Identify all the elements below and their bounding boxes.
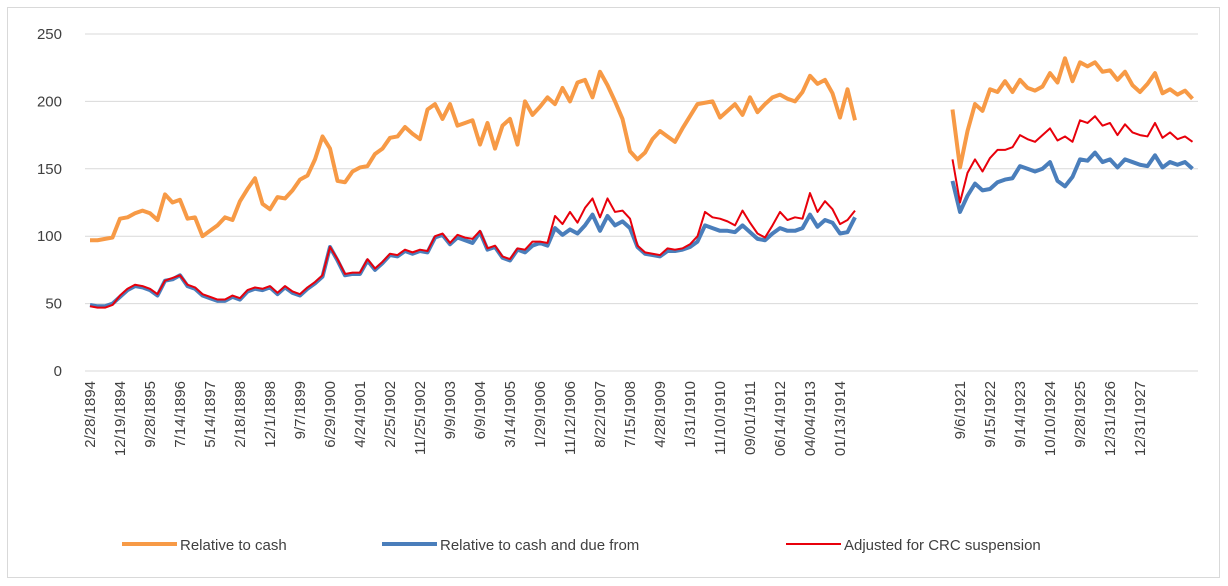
x-tick-label: 9/9/1903 [442,381,459,439]
x-tick-label: 9/14/1923 [1012,381,1029,448]
y-tick-label: 0 [54,363,62,380]
x-tick-label: 9/28/1925 [1072,381,1089,448]
x-tick-label: 01/13/1914 [832,381,849,456]
y-tick-label: 50 [45,296,62,313]
y-tick-label: 100 [37,228,62,245]
x-tick-label: 9/28/1895 [142,381,159,448]
x-tick-label: 6/29/1900 [322,381,339,448]
legend-label: Relative to cash [180,537,287,554]
x-tick-label: 9/6/1921 [952,381,969,439]
x-tick-label: 9/15/1922 [982,381,999,448]
chart-frame [7,7,1220,578]
x-tick-label: 11/10/1910 [712,381,729,455]
x-tick-label: 4/28/1909 [652,381,669,448]
x-tick-label: 09/01/1911 [742,381,759,455]
series-line [89,115,1194,309]
x-tick-label: 04/04/1913 [802,381,819,456]
x-tick-label: 06/14/1912 [772,381,789,456]
x-tick-label: 2/25/1902 [382,381,399,448]
x-tick-label: 5/14/1897 [202,381,219,448]
x-tick-label: 9/7/1899 [292,381,309,439]
x-tick-label: 2/18/1898 [232,381,249,448]
legend-label: Relative to cash and due from [440,537,639,554]
x-tick-label: 1/29/1906 [532,381,549,448]
x-tick-label: 7/14/1896 [172,381,189,448]
x-tick-label: 12/1/1898 [262,381,279,448]
legend-label: Adjusted for CRC suspension [844,537,1041,554]
series-line [90,56,1194,243]
x-tick-label: 11/25/1902 [412,381,429,455]
x-tick-label: 1/31/1910 [682,381,699,448]
x-tick-label: 12/31/1927 [1132,381,1149,456]
x-tick-label: 12/31/1926 [1102,381,1119,456]
x-tick-label: 7/15/1908 [622,381,639,448]
x-tick-label: 10/10/1924 [1042,381,1059,456]
series-line [89,150,1194,309]
x-tick-label: 3/14/1905 [502,381,519,448]
x-tick-label: 6/9/1904 [472,381,489,439]
x-tick-label: 2/28/1894 [82,381,99,448]
x-tick-label: 8/22/1907 [592,381,609,448]
y-tick-label: 250 [37,26,62,43]
y-tick-label: 200 [37,93,62,110]
x-tick-label: 11/12/1906 [562,381,579,455]
x-tick-label: 4/24/1901 [352,381,369,448]
x-tick-label: 12/19/1894 [112,381,129,456]
y-tick-label: 150 [37,161,62,178]
